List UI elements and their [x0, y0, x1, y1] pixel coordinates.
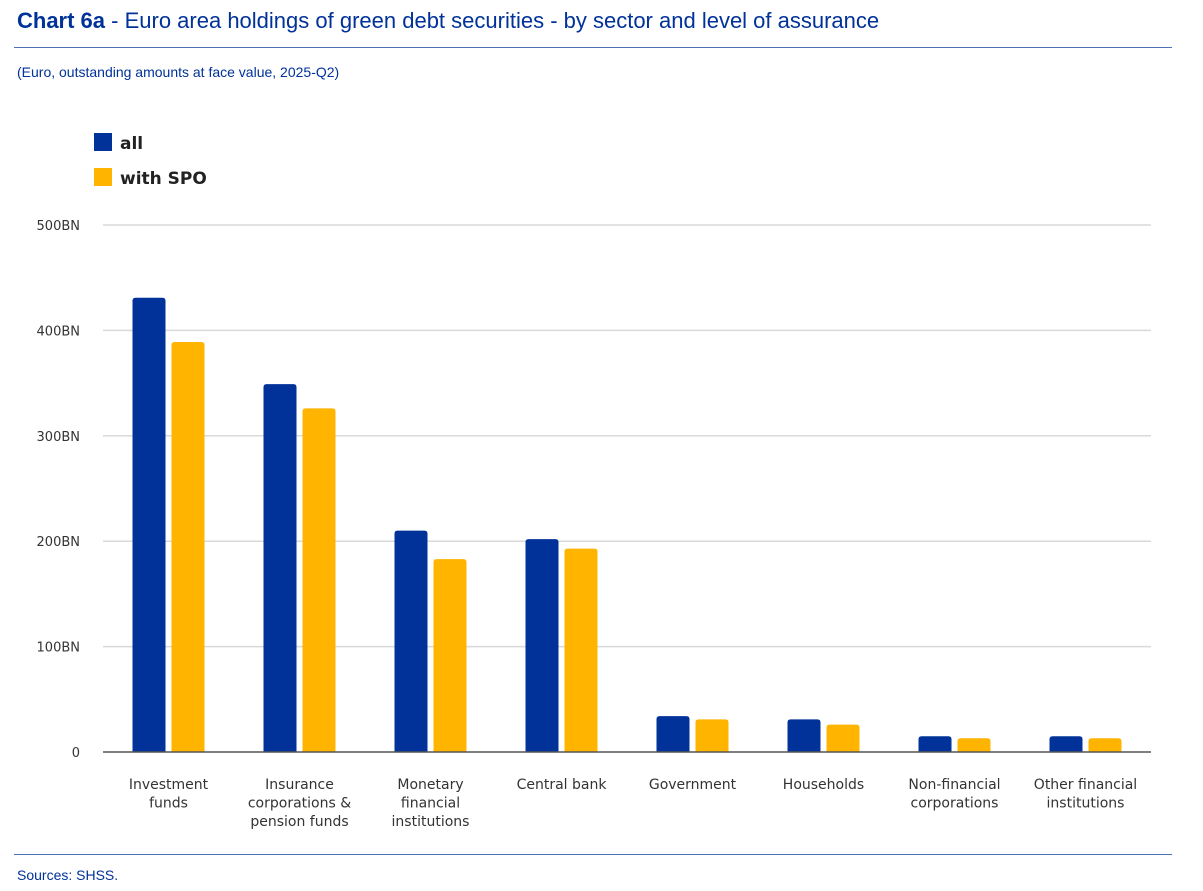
chart-number: Chart 6a [17, 8, 106, 33]
x-tick-label: Insurance corporations & pension funds [248, 777, 351, 830]
x-tick-label: Other financial institutions [1034, 777, 1137, 812]
footer-divider [14, 854, 1172, 855]
bar-all [656, 716, 690, 752]
y-tick-label: 100BN [37, 641, 80, 656]
sources-note: Sources: SHSS. [17, 867, 119, 883]
y-tick-label: 400BN [37, 324, 80, 339]
legend-label: all [120, 134, 143, 154]
bar-with-spo [695, 719, 729, 752]
bar-all [918, 736, 952, 752]
x-tick-label: Central bank [517, 777, 608, 793]
bar-all [1049, 736, 1083, 752]
bar-with-spo [957, 738, 991, 752]
chart-subtitle: (Euro, outstanding amounts at face value… [17, 64, 340, 80]
header-divider [14, 47, 1172, 48]
bar-all [787, 719, 821, 752]
y-axis-ticks: 0 100BN 200BN 300BN 400BN 500BN [37, 219, 80, 761]
y-tick-label: 500BN [37, 219, 80, 234]
y-tick-label: 300BN [37, 430, 80, 445]
x-axis-labels: Investment funds Insurance corporations & pe… [129, 777, 1137, 830]
bar-with-spo [1088, 738, 1122, 752]
legend-label: with SPO [120, 169, 207, 189]
legend-swatch-with-spo [94, 168, 112, 186]
bar-all [525, 539, 559, 752]
legend-swatch-all [94, 133, 112, 151]
bar-all [394, 530, 428, 752]
x-tick-label: Households [783, 777, 864, 793]
gridlines [103, 224, 1151, 648]
legend: all with SPO [94, 133, 207, 189]
x-tick-label: Government [649, 777, 737, 793]
bar-with-spo [564, 548, 598, 752]
chart-title: Chart 6a - Euro area holdings of green d… [17, 8, 879, 34]
y-tick-label: 200BN [37, 535, 80, 550]
x-tick-label: Investment funds [129, 777, 209, 812]
bar-all [132, 297, 166, 752]
bar-with-spo [826, 724, 860, 752]
y-tick-label: 0 [72, 746, 80, 761]
bar-with-spo [302, 408, 336, 752]
bar-with-spo [171, 341, 205, 752]
bar-all [263, 384, 297, 752]
x-tick-label: Monetary financial institutions [392, 777, 470, 830]
x-tick-label: Non-financial corporations [908, 777, 1000, 812]
bars [132, 297, 1122, 752]
bar-with-spo [433, 559, 467, 752]
chart-title-text: - Euro area holdings of green debt secur… [105, 8, 880, 33]
